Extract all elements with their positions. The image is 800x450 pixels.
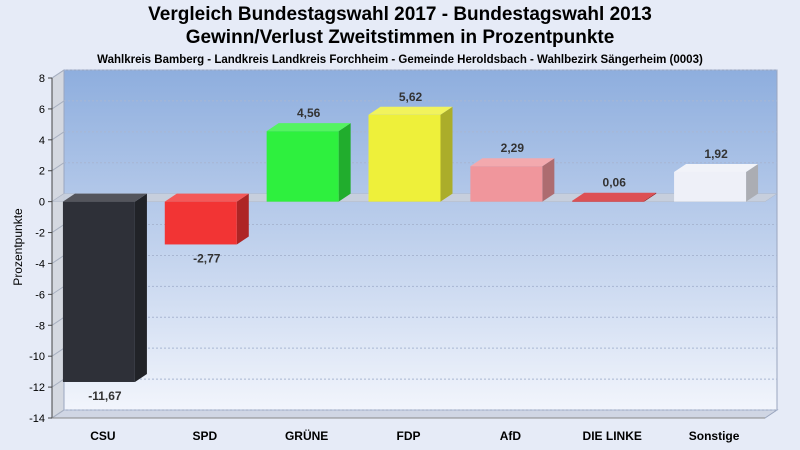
category-label: SPD <box>192 429 217 443</box>
bar-top <box>674 163 759 172</box>
category-label: AfD <box>500 429 522 443</box>
value-label: 5,62 <box>399 90 423 104</box>
value-label: 2,29 <box>501 141 525 155</box>
grid-line-side <box>51 69 65 79</box>
y-tick-label: -8 <box>35 320 45 332</box>
bar-fdp <box>368 106 453 202</box>
value-label: 0,06 <box>603 176 627 190</box>
chart-title: Vergleich Bundestagswahl 2017 - Bundesta… <box>148 4 652 25</box>
bar-side <box>338 123 351 202</box>
value-label: -2,77 <box>193 251 221 265</box>
bar-top <box>572 192 657 201</box>
grid-line-side <box>51 409 65 419</box>
bar-top <box>62 193 147 202</box>
grid-line-side <box>51 224 65 233</box>
category-label: Sonstige <box>689 429 740 443</box>
plot-side-wall <box>51 69 65 419</box>
value-label: 1,92 <box>704 147 728 161</box>
category-label: DIE LINKE <box>583 429 642 443</box>
y-tick-label: -14 <box>29 413 45 425</box>
grid-line-side <box>51 162 65 172</box>
y-tick-label: -2 <box>35 228 45 240</box>
bar-front <box>470 166 543 202</box>
bar-front <box>368 114 441 202</box>
bar-side <box>134 193 147 382</box>
y-tick-label: -10 <box>29 351 45 363</box>
bar-spd <box>164 193 249 245</box>
bar-afd <box>470 158 555 202</box>
bar-csu <box>62 193 147 382</box>
grid-line-side <box>51 316 65 326</box>
bar-front <box>572 200 645 202</box>
bar-sonstige <box>674 163 759 202</box>
y-tick-label: -4 <box>35 258 45 270</box>
bar-top <box>368 106 453 115</box>
y-tick-label: 6 <box>39 104 45 116</box>
bar-die-linke <box>572 192 657 202</box>
grid-line-side <box>51 131 65 141</box>
chart-caption: Wahlkreis Bamberg - Landkreis Landkreis … <box>97 54 703 66</box>
bar-top <box>470 158 555 167</box>
y-tick-label: 2 <box>39 166 45 178</box>
category-label: CSU <box>90 429 115 443</box>
bar-side <box>746 163 759 202</box>
grid-line-side <box>51 285 65 295</box>
grid-line-side <box>51 255 65 264</box>
value-label: 4,56 <box>297 106 321 120</box>
bar-grüne <box>266 123 351 202</box>
plot-floor <box>50 409 779 419</box>
category-label: GRÜNE <box>285 428 328 443</box>
y-tick-label: 0 <box>39 197 45 209</box>
y-tick-label: 8 <box>39 73 45 85</box>
bar-side <box>644 192 657 202</box>
y-tick-label: 4 <box>39 135 45 147</box>
bar-front <box>266 131 339 202</box>
bar-top <box>164 193 249 202</box>
bar-top <box>266 123 351 132</box>
y-axis-label: Prozentpunkte <box>11 208 25 286</box>
bar-front <box>164 201 237 245</box>
y-tick-label: -6 <box>35 289 45 301</box>
bar-side <box>236 193 249 245</box>
value-label: -11,67 <box>88 389 122 403</box>
bar-side <box>440 106 453 202</box>
category-label: FDP <box>397 429 421 443</box>
bar-front <box>674 171 747 202</box>
grid-line-side <box>51 378 65 388</box>
bar-side <box>542 158 555 202</box>
bar-front <box>62 201 135 382</box>
grid-line-side <box>51 347 65 357</box>
chart-subtitle: Gewinn/Verlust Zweitstimmen in Prozentpu… <box>185 27 615 48</box>
y-tick-label: -12 <box>29 382 45 394</box>
grid-line-side <box>51 100 65 110</box>
